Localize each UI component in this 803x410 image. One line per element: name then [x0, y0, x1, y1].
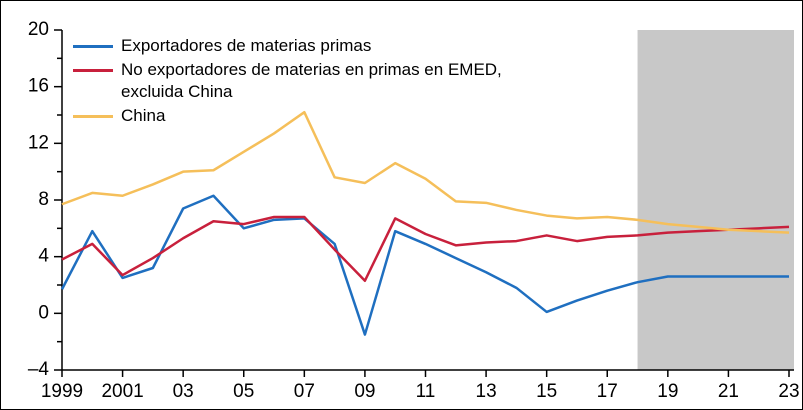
y-tick-label: 20: [28, 19, 49, 40]
x-tick-label: 2001: [101, 381, 143, 402]
x-tick-label: 17: [597, 381, 618, 402]
legend-item: No exportadores de materias en primas en…: [73, 59, 502, 103]
legend-swatch: [73, 45, 113, 48]
x-tick-label: 05: [233, 381, 254, 402]
x-tick-label: 19: [657, 381, 678, 402]
x-tick-label: 11: [416, 381, 436, 402]
legend: Exportadores de materias primas No export…: [73, 35, 502, 129]
y-tick-label: 8: [38, 189, 49, 210]
x-tick-label: 1999: [41, 381, 83, 402]
series-line: [60, 194, 789, 336]
legend-label: No exportadores de materias en primas en…: [121, 60, 502, 101]
legend-swatch: [73, 115, 113, 118]
y-tick-label: 12: [28, 132, 49, 153]
y-tick-label: 16: [28, 76, 49, 97]
legend-label: China: [121, 106, 166, 125]
y-tick-label: 4: [38, 246, 49, 267]
legend-item: China: [73, 105, 502, 127]
forecast-shade: [637, 30, 794, 370]
x-tick-label: 13: [476, 381, 497, 402]
legend-item: Exportadores de materias primas: [73, 35, 502, 57]
legend-label: Exportadores de materias primas: [121, 36, 372, 55]
x-tick-label: 03: [173, 381, 194, 402]
x-tick-label: 15: [536, 381, 557, 402]
y-tick-label: –4: [28, 359, 50, 380]
x-tick-label: 21: [718, 381, 739, 402]
x-tick-label: 09: [354, 381, 375, 402]
series-line: [61, 215, 790, 282]
x-tick-label: 07: [294, 381, 315, 402]
legend-swatch: [73, 69, 113, 72]
x-tick-label: 23: [778, 381, 799, 402]
y-tick-label: 0: [38, 302, 49, 323]
series-line: [61, 110, 790, 234]
